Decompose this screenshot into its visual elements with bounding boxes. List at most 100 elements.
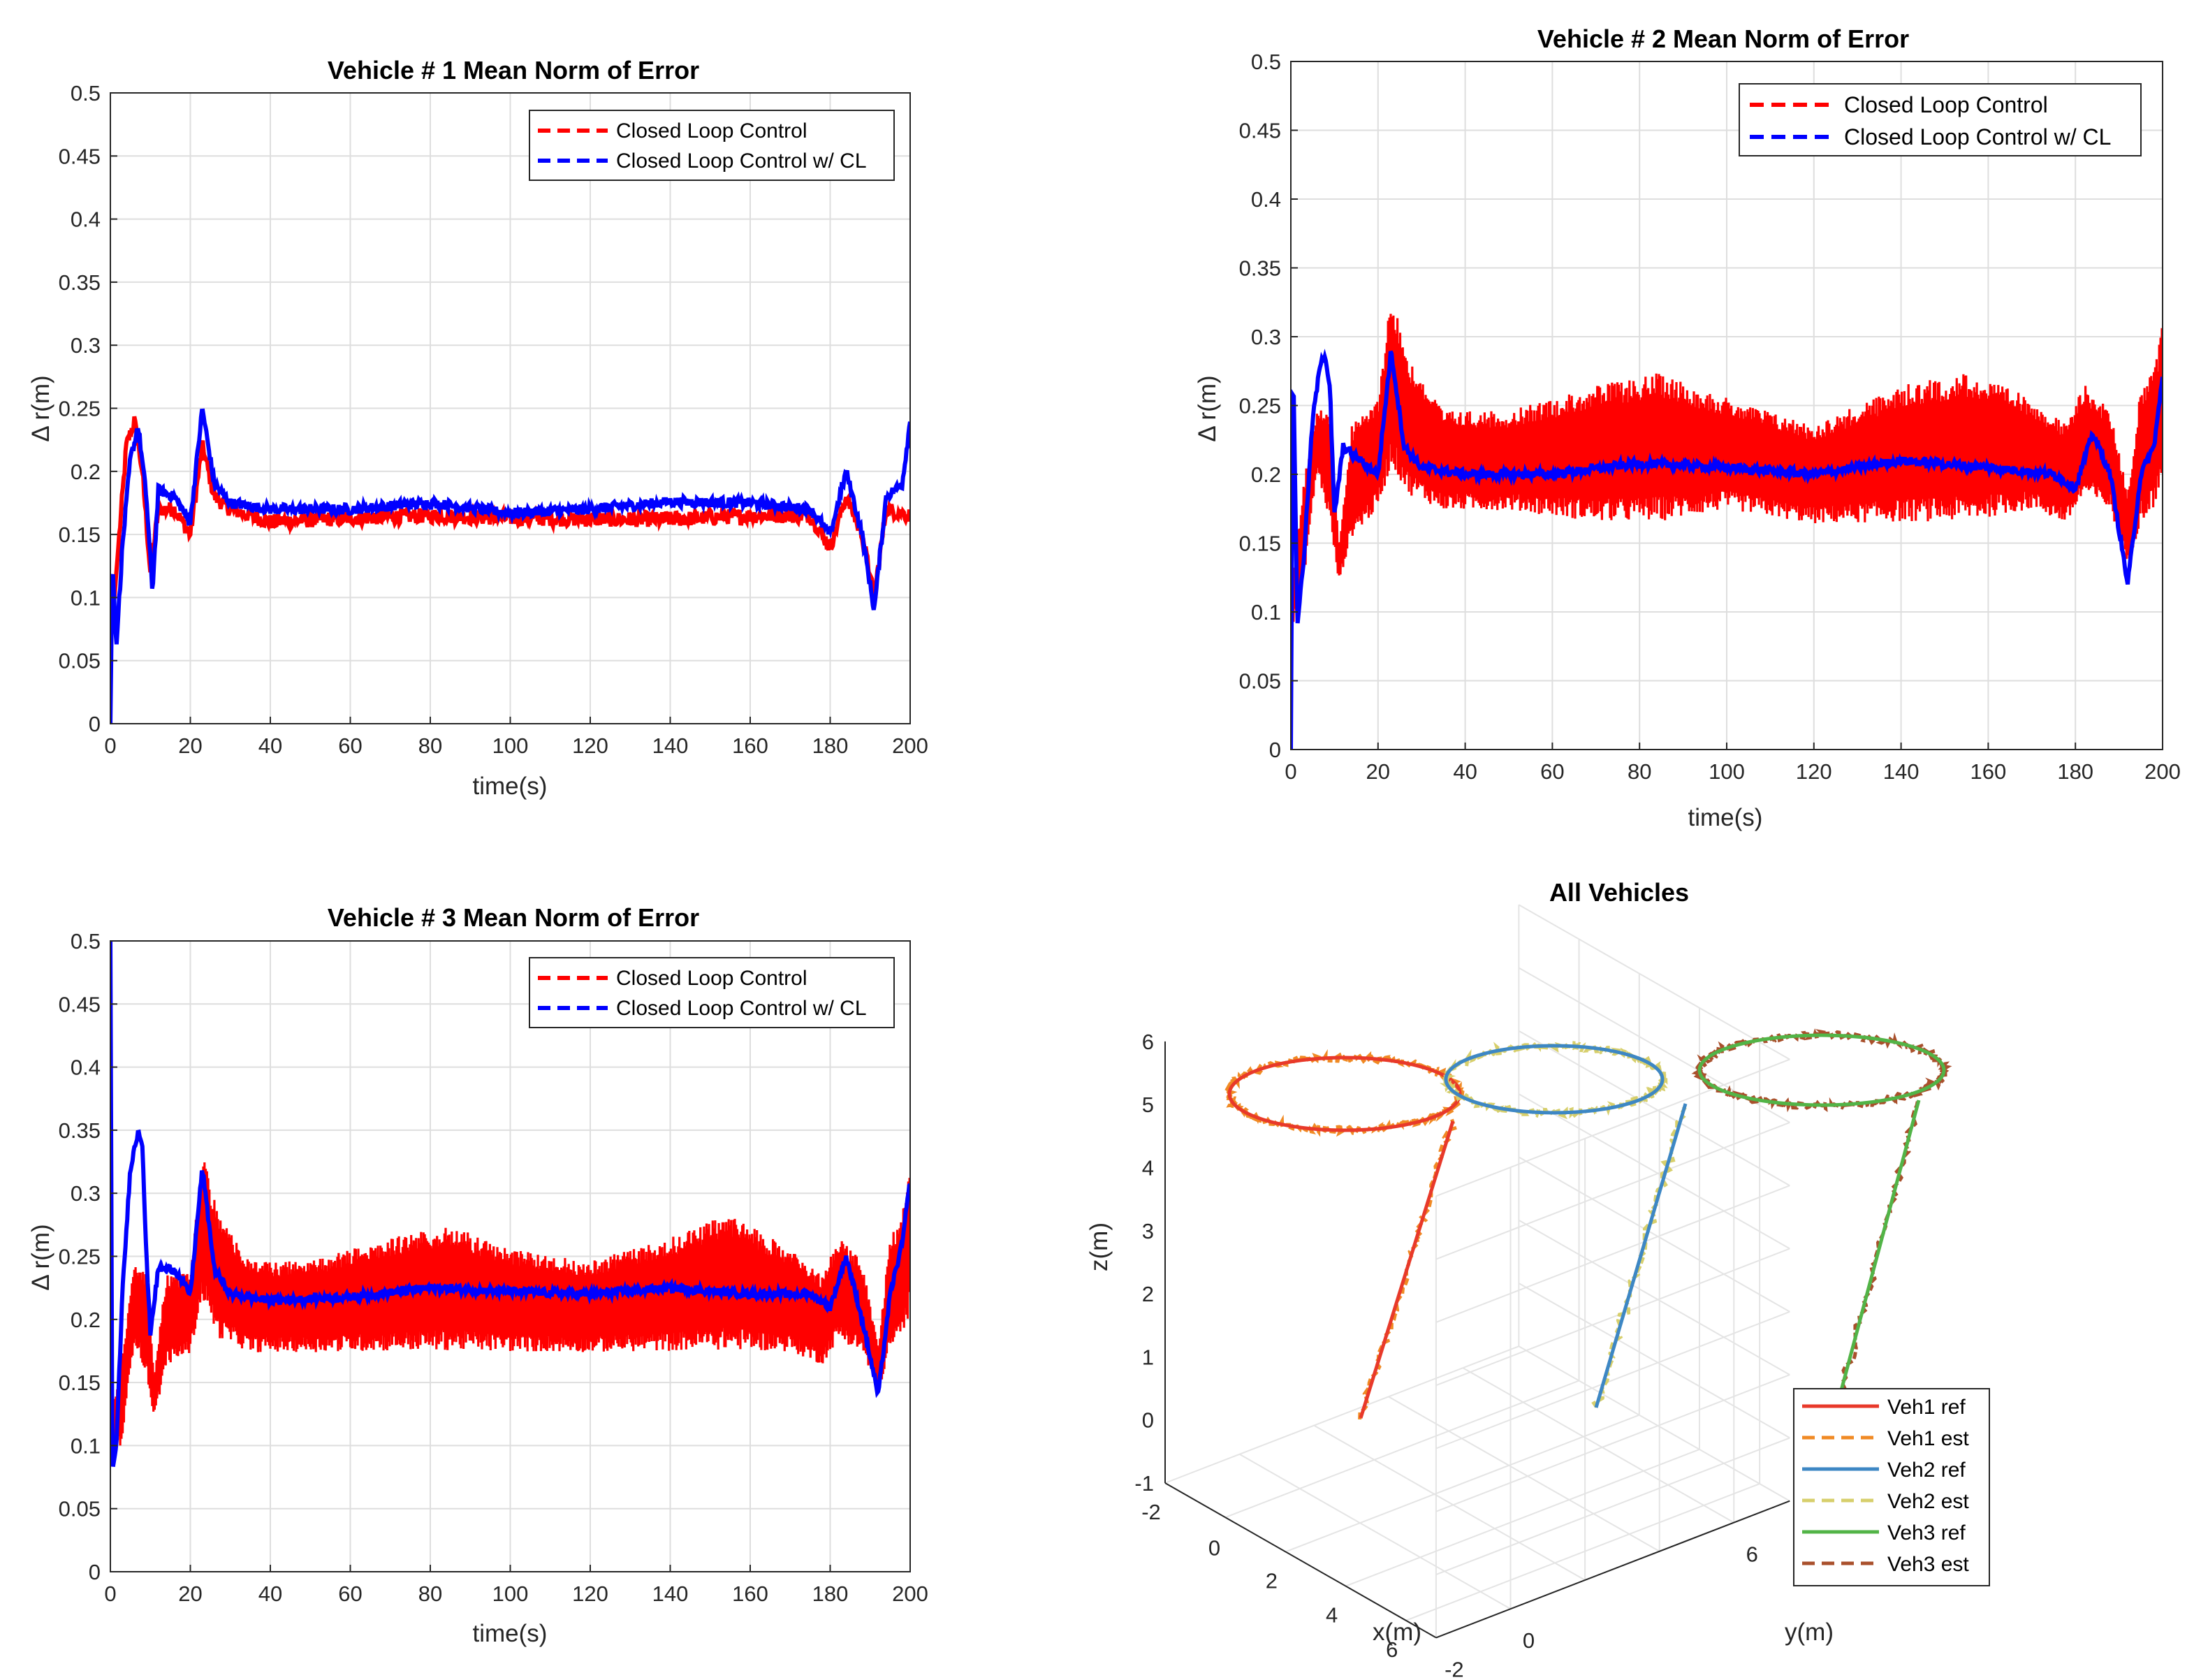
grid-line	[1518, 1345, 1790, 1502]
x-axis-label: x(m)	[1373, 1619, 1421, 1646]
x-tick-label: 100	[492, 733, 529, 758]
x-tick-labels: 0 20 40 60 80 100 120 140 160 180 200	[104, 717, 928, 758]
x-tick-label: 60	[1540, 759, 1564, 784]
grid-line	[1435, 1310, 1790, 1449]
plot-area	[1291, 314, 2163, 750]
plot-area	[110, 408, 910, 724]
3d-grid	[1164, 904, 1790, 1639]
grid-line	[1435, 1121, 1790, 1260]
y-tick-label: 0	[89, 712, 101, 736]
x-tick-label: 120	[572, 1582, 608, 1606]
x-tick-label: 20	[178, 733, 202, 758]
series-group	[1291, 314, 2163, 750]
y-tick-label: 0.25	[59, 1245, 101, 1269]
grid-line	[1518, 1156, 1790, 1313]
veh1-est-climb	[1358, 1118, 1457, 1420]
z-tick-label: -1	[1134, 1471, 1154, 1496]
veh3-est-circle	[1691, 1028, 1952, 1113]
x-tick-label: 140	[652, 1582, 689, 1606]
y-tick-label: 0.3	[1251, 325, 1281, 349]
y-tick-labels: 0 0.05 0.1 0.15 0.2 0.25 0.3 0.35 0.4 0.45 0.5	[59, 81, 117, 736]
x-tick-label: 100	[1709, 759, 1745, 784]
y-tick-label: 0.2	[1251, 462, 1281, 487]
y-tick-label: 0.5	[71, 81, 101, 105]
x-axis-label: time(s)	[1688, 804, 1763, 831]
legend-item-veh2-est: Veh2 est	[1887, 1490, 1969, 1513]
y-tick-label: 0.05	[59, 649, 101, 673]
series-closed-loop-cl	[1291, 349, 2163, 750]
legend-item-veh3-est: Veh3 est	[1887, 1553, 1969, 1576]
legend-box	[1793, 1388, 1990, 1586]
legend-item-2: Closed Loop Control w/ CL	[1844, 124, 2111, 149]
y-tick-label: 0.15	[59, 523, 101, 547]
y-tick-label: -2	[1445, 1657, 1464, 1680]
grid-line	[1435, 1374, 1790, 1512]
y-tick-label: 0.2	[71, 1308, 101, 1332]
y-tick-label: 0.05	[1239, 669, 1281, 694]
y-tick-label: 6	[1746, 1542, 1758, 1567]
x-tick-label: 120	[572, 733, 608, 758]
grid-line	[1388, 1396, 1660, 1552]
3d-tick-labels: -1 0 1 2 3 4 5 6 -2 0 2 4 6 -2 0 6	[1134, 1030, 1790, 1680]
y-tick-label: 0	[1523, 1628, 1535, 1653]
chart-vehicle-3: Vehicle # 3 Mean Norm of Error 0 0.05 0.1 0…	[27, 903, 928, 1647]
series-closed-loop	[110, 1162, 910, 1463]
x-tick-label: 60	[338, 733, 362, 758]
y-tick-label: 0.5	[71, 929, 101, 954]
y-tick-label: 0	[89, 1560, 101, 1584]
z-tick-label: 0	[1142, 1408, 1154, 1433]
chart-title: Vehicle # 1 Mean Norm of Error	[328, 56, 699, 85]
x-tick-label: 40	[1453, 759, 1477, 784]
grid-line	[1518, 1030, 1790, 1187]
legend-item-veh1-ref: Veh1 ref	[1887, 1396, 1966, 1419]
y-axis-label: Δ r(m)	[1194, 375, 1221, 441]
z-tick-label: 5	[1142, 1093, 1154, 1117]
x-tick-label: 160	[1970, 759, 2007, 784]
x-tick-label: 180	[812, 1582, 849, 1606]
x-tick-label: 180	[812, 733, 849, 758]
veh3-ref-climb	[1828, 1100, 1921, 1433]
y-tick-label: 0.1	[1251, 600, 1281, 624]
x-tick-label: 200	[892, 1582, 928, 1606]
chart-all-vehicles: All Vehicles -1 0 1 2 3 4 5 6 -2 0 2 4 6 -2 0 6 x(m) y(…	[1085, 878, 1990, 1680]
veh1-est-circle	[1224, 1049, 1465, 1137]
x-tick-label: 80	[1628, 759, 1651, 784]
y-tick-label: 0.4	[71, 207, 101, 232]
z-tick-label: 3	[1142, 1219, 1154, 1243]
axis-line	[1435, 1500, 1790, 1639]
y-tick-labels: 0 0.05 0.1 0.15 0.2 0.25 0.3 0.35 0.4 0.45 0.5	[59, 929, 117, 1584]
legend-item-veh1-est: Veh1 est	[1887, 1427, 1969, 1450]
grid-line	[1345, 1448, 1700, 1587]
y-tick-label: 0.3	[71, 1181, 101, 1206]
x-tick-label: 40	[258, 1582, 282, 1606]
grid-line	[1224, 1380, 1579, 1519]
chart-title: Vehicle # 3 Mean Norm of Error	[328, 903, 699, 932]
legend-item-1: Closed Loop Control	[616, 119, 807, 143]
x-axis-label: time(s)	[473, 1620, 548, 1647]
z-axis-label: z(m)	[1085, 1222, 1113, 1271]
legend-item-veh2-ref: Veh2 ref	[1887, 1459, 1966, 1482]
x-tick-label: 160	[732, 733, 768, 758]
y-tick-label: 0.15	[59, 1371, 101, 1395]
y-tick-label: 0.2	[71, 460, 101, 484]
y-tick-label: 0.45	[1239, 119, 1281, 143]
y-tick-label: 0.1	[71, 1433, 101, 1458]
x-tick-label: 80	[418, 733, 442, 758]
x-tick-label: 100	[492, 1582, 529, 1606]
veh1-ref-climb	[1359, 1120, 1455, 1419]
y-tick-label: 0	[1269, 738, 1281, 762]
x-tick-label: 20	[1366, 759, 1390, 784]
plot-area	[110, 941, 910, 1467]
y-tick-label: 0.4	[1251, 187, 1281, 212]
y-tick-label: 0.4	[71, 1056, 101, 1080]
x-tick-label: 160	[732, 1582, 768, 1606]
y-axis-label: y(m)	[1785, 1619, 1834, 1646]
x-tick-label: 60	[338, 1582, 362, 1606]
y-tick-label: 0.05	[59, 1497, 101, 1521]
legend: Closed Loop Control Closed Loop Control …	[529, 957, 895, 1028]
x-tick-label: 0	[1285, 759, 1296, 784]
x-tick-label: 0	[104, 1582, 116, 1606]
y-axis-label: Δ r(m)	[27, 375, 54, 441]
z-tick-label: 2	[1142, 1282, 1154, 1306]
series-closed-loop-cl	[110, 941, 910, 1467]
